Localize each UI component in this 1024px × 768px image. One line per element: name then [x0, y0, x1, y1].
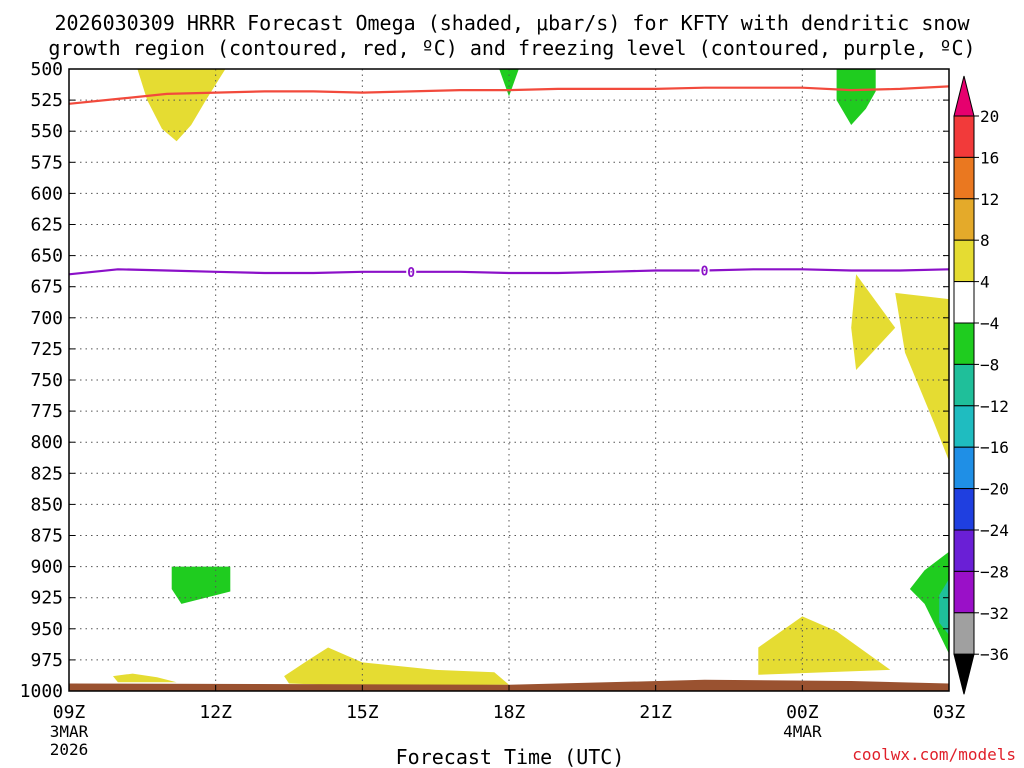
x-date-label: 2026	[50, 740, 89, 759]
colorbar-label: 8	[980, 231, 990, 250]
y-tick-label: 550	[30, 121, 63, 142]
x-tick-label: 03Z	[933, 702, 966, 723]
y-tick-label: 525	[30, 90, 63, 111]
y-axis: 500 525 550 575 600 625 650 675 700 725 750 775 800 8…	[20, 59, 949, 702]
y-tick-label: 925	[30, 588, 63, 609]
x-tick-label: 09Z	[53, 702, 86, 723]
colorbar-label: −20	[980, 480, 1009, 499]
colorbar-segment	[953, 198, 975, 241]
dendritic-growth-contour	[68, 85, 950, 105]
y-tick-label: 1000	[20, 681, 63, 702]
shaded-regions	[69, 69, 949, 691]
colorbar-label: 16	[980, 148, 999, 167]
colorbar-segment	[953, 239, 975, 283]
y-tick-label: 575	[30, 152, 63, 173]
y-tick-label: 950	[30, 619, 63, 640]
colorbar-bottom-arrow	[953, 653, 975, 695]
colorbar-segment	[953, 612, 975, 655]
colorbar-segment	[953, 156, 975, 200]
colorbar: 20 16 12 8 4 −4 −8 −12 −16 −20 −24 −28 −32 −36	[953, 75, 1009, 695]
y-tick-label: 700	[30, 308, 63, 329]
y-tick-label: 625	[30, 215, 63, 236]
y-tick-label: 750	[30, 370, 63, 391]
freezing-label-bg	[699, 263, 710, 278]
x-axis-label: Forecast Time (UTC)	[396, 745, 625, 768]
x-tick-label: 15Z	[346, 702, 379, 723]
freezing-level-label: 0	[407, 266, 415, 281]
colorbar-label: 4	[980, 273, 990, 292]
x-tick-label: 12Z	[199, 702, 232, 723]
y-tick-label: 850	[30, 494, 63, 515]
omega-yellow-3	[851, 274, 896, 370]
freezing-level-label: 0	[701, 265, 709, 280]
colorbar-segment	[953, 322, 975, 365]
colorbar-label: −36	[980, 645, 1009, 664]
credit-text: coolwx.com/models	[852, 745, 1016, 764]
omega-green-4	[909, 551, 949, 654]
omega-yellow-4	[758, 616, 891, 675]
colorbar-segment	[953, 488, 975, 531]
chart-title-line1: 2026030309 HRRR Forecast Omega (shaded, …	[54, 11, 970, 35]
colorbar-segment	[953, 446, 975, 490]
x-date-label: 3MAR	[50, 722, 89, 741]
y-tick-label: 675	[30, 277, 63, 298]
y-tick-label: 800	[30, 432, 63, 453]
colorbar-label: −12	[980, 397, 1009, 416]
colorbar-label: −24	[980, 521, 1009, 540]
x-date-label: 4MAR	[783, 722, 822, 741]
omega-green-3	[171, 566, 231, 604]
colorbar-label: −16	[980, 438, 1009, 457]
colorbar-label: 12	[980, 190, 999, 209]
omega-yellow-1	[137, 69, 226, 142]
freezing-label-bg	[406, 264, 417, 279]
omega-teal-1	[939, 579, 949, 635]
gridlines	[69, 69, 949, 691]
y-tick-label: 500	[30, 59, 63, 80]
chart-title-line2: growth region (contoured, red, ºC) and f…	[48, 36, 975, 60]
colorbar-segment	[953, 570, 975, 614]
colorbar-segment	[953, 363, 975, 407]
y-tick-label: 650	[30, 246, 63, 267]
omega-yellow-6	[113, 673, 177, 683]
omega-yellow-2	[895, 292, 949, 461]
y-tick-label: 825	[30, 463, 63, 484]
colorbar-top-arrow	[953, 75, 975, 117]
x-tick-label: 21Z	[639, 702, 672, 723]
freezing-level-contour	[68, 268, 950, 276]
y-tick-label: 975	[30, 650, 63, 671]
y-tick-label: 900	[30, 557, 63, 578]
colorbar-label: −32	[980, 604, 1009, 623]
y-tick-label: 875	[30, 526, 63, 547]
colorbar-label: 20	[980, 107, 999, 126]
x-tick-label: 18Z	[493, 702, 526, 723]
colorbar-segment	[953, 529, 975, 572]
colorbar-label: −8	[980, 355, 999, 374]
colorbar-segment	[953, 405, 975, 448]
y-tick-label: 775	[30, 401, 63, 422]
omega-yellow-5	[284, 647, 509, 686]
x-tick-label: 00Z	[786, 702, 819, 723]
omega-green-1	[499, 69, 519, 97]
colorbar-label: −28	[980, 562, 1009, 581]
omega-green-2	[836, 69, 876, 125]
y-tick-label: 725	[30, 339, 63, 360]
y-tick-label: 600	[30, 183, 63, 204]
colorbar-label: −4	[980, 314, 999, 333]
colorbar-segment	[953, 281, 975, 324]
colorbar-segment	[953, 115, 975, 158]
